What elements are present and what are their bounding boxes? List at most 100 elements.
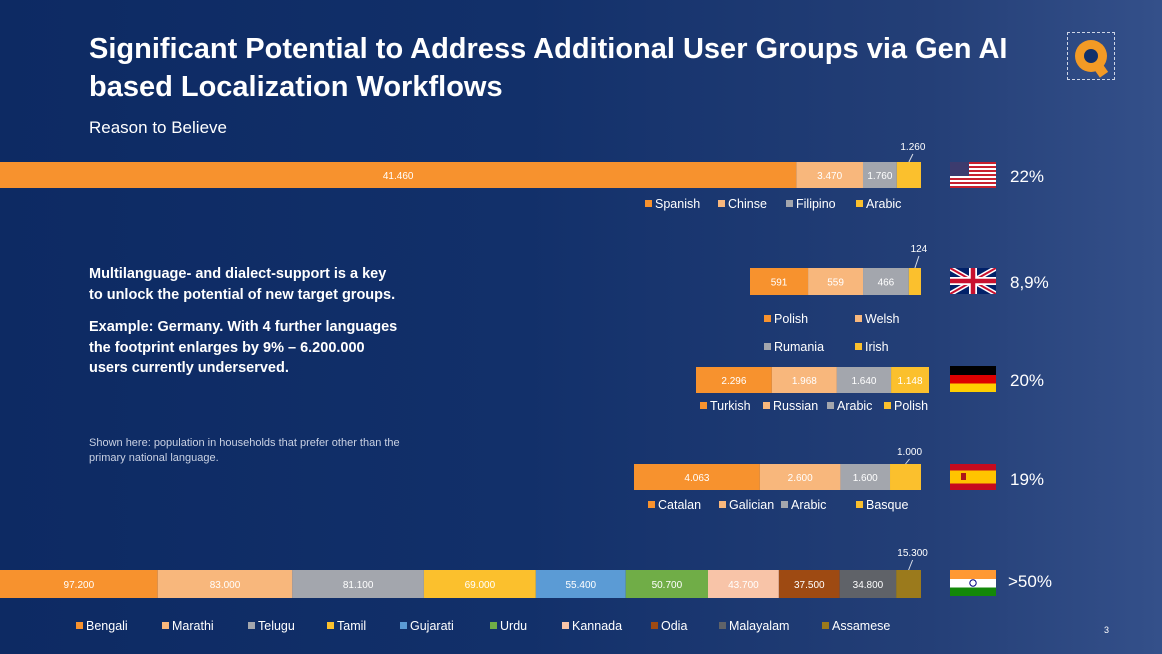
bar-segment xyxy=(625,570,708,598)
share-spain: 19% xyxy=(1010,470,1045,489)
legend-label: Catalan xyxy=(658,498,701,512)
legend-label: Irish xyxy=(865,340,889,354)
leader-line xyxy=(908,153,914,163)
legend-label: Welsh xyxy=(865,312,900,326)
data-label: 1.000 xyxy=(897,447,922,458)
share-usa: 22% xyxy=(1010,167,1045,186)
legend-swatch xyxy=(763,402,770,409)
bar-segment xyxy=(759,464,841,490)
data-label: 41.460 xyxy=(383,171,414,182)
legend-swatch xyxy=(786,200,793,207)
data-label: 97.200 xyxy=(64,580,95,591)
bar-segment xyxy=(0,162,797,188)
legend-swatch xyxy=(764,343,771,350)
company-logo-icon xyxy=(1067,32,1115,80)
data-label: 81.100 xyxy=(343,580,374,591)
bar-segment xyxy=(696,367,772,393)
bar-segment xyxy=(535,570,626,598)
spain-flag-icon xyxy=(950,464,996,490)
legend-swatch xyxy=(855,315,862,322)
data-label: 83.000 xyxy=(210,580,241,591)
data-label: 69.000 xyxy=(465,580,496,591)
legend-swatch xyxy=(645,200,652,207)
legend-label: Gujarati xyxy=(410,619,454,633)
bar-segment xyxy=(896,570,921,598)
bar-segment xyxy=(891,367,929,393)
legend-swatch xyxy=(248,622,255,629)
legend-label: Arabic xyxy=(791,498,826,512)
india-flag-icon xyxy=(950,570,996,596)
legend-swatch xyxy=(700,402,707,409)
page-number: 3 xyxy=(1104,625,1110,635)
legend-swatch xyxy=(490,622,497,629)
legend-label: Kannada xyxy=(572,619,622,633)
legend-swatch xyxy=(718,200,725,207)
legend-label: Polish xyxy=(774,312,808,326)
legend-label: Odia xyxy=(661,619,687,633)
legend-swatch xyxy=(648,501,655,508)
data-label: 15.300 xyxy=(897,548,928,559)
legend-label: Arabic xyxy=(866,197,901,211)
data-label: 559 xyxy=(827,278,844,289)
leader-line xyxy=(905,458,910,465)
bar-segment xyxy=(908,268,921,295)
legend-label: Bengali xyxy=(86,619,128,633)
us-flag-icon xyxy=(950,162,996,188)
legend-label: Malayalam xyxy=(729,619,789,633)
legend-swatch xyxy=(764,315,771,322)
legend-label: Tamil xyxy=(337,619,366,633)
data-label: 2.600 xyxy=(788,473,813,484)
body-note: Shown here: population in households tha… xyxy=(89,437,400,464)
legend-label: Assamese xyxy=(832,619,890,633)
data-label: 466 xyxy=(878,278,895,289)
legend-label: Galician xyxy=(729,498,774,512)
uk-flag-icon xyxy=(950,268,996,294)
bar-segment xyxy=(796,162,863,188)
body-text: Multilanguage- and dialect-support is a … xyxy=(89,264,399,391)
legend-label: Chinse xyxy=(728,197,767,211)
data-label: 43.700 xyxy=(728,580,759,591)
bar-segment xyxy=(863,268,909,295)
legend-label: Polish xyxy=(894,399,928,413)
data-label: 34.800 xyxy=(853,580,884,591)
share-germany: 20% xyxy=(1010,371,1045,390)
bar-segment xyxy=(750,268,809,295)
legend-swatch xyxy=(562,622,569,629)
data-label: 1.968 xyxy=(792,376,817,387)
legend-label: Arabic xyxy=(837,399,872,413)
bar-segment xyxy=(840,464,891,490)
legend-label: Marathi xyxy=(172,619,214,633)
legend-label: Telugu xyxy=(258,619,295,633)
bar-segment xyxy=(292,570,424,598)
slide-title: Significant Potential to Address Additio… xyxy=(89,33,1008,103)
data-label: 4.063 xyxy=(684,473,709,484)
legend-swatch xyxy=(884,402,891,409)
slide-subtitle: Reason to Believe xyxy=(89,118,227,137)
bar-segment xyxy=(771,367,837,393)
bar-segment xyxy=(0,570,158,598)
bar-segment xyxy=(634,464,760,490)
legend-swatch xyxy=(827,402,834,409)
bar-segment xyxy=(890,464,921,490)
legend-swatch xyxy=(719,622,726,629)
data-label: 3.470 xyxy=(817,171,842,182)
legend-label: Urdu xyxy=(500,619,527,633)
legend-label: Rumania xyxy=(774,340,824,354)
legend-swatch xyxy=(856,200,863,207)
bar-segment xyxy=(778,570,840,598)
share-uk: 8,9% xyxy=(1010,273,1049,292)
data-label: 1.148 xyxy=(898,376,923,387)
data-label: 1.760 xyxy=(867,171,892,182)
data-label: 2.296 xyxy=(721,376,746,387)
data-label: 55.400 xyxy=(565,580,596,591)
share-india: >50% xyxy=(1008,572,1052,591)
legend-swatch xyxy=(719,501,726,508)
bar-segment xyxy=(707,570,779,598)
data-label: 1.600 xyxy=(853,473,878,484)
legend-swatch xyxy=(856,501,863,508)
leader-line xyxy=(914,255,920,269)
data-label: 37.500 xyxy=(794,580,825,591)
legend-swatch xyxy=(855,343,862,350)
